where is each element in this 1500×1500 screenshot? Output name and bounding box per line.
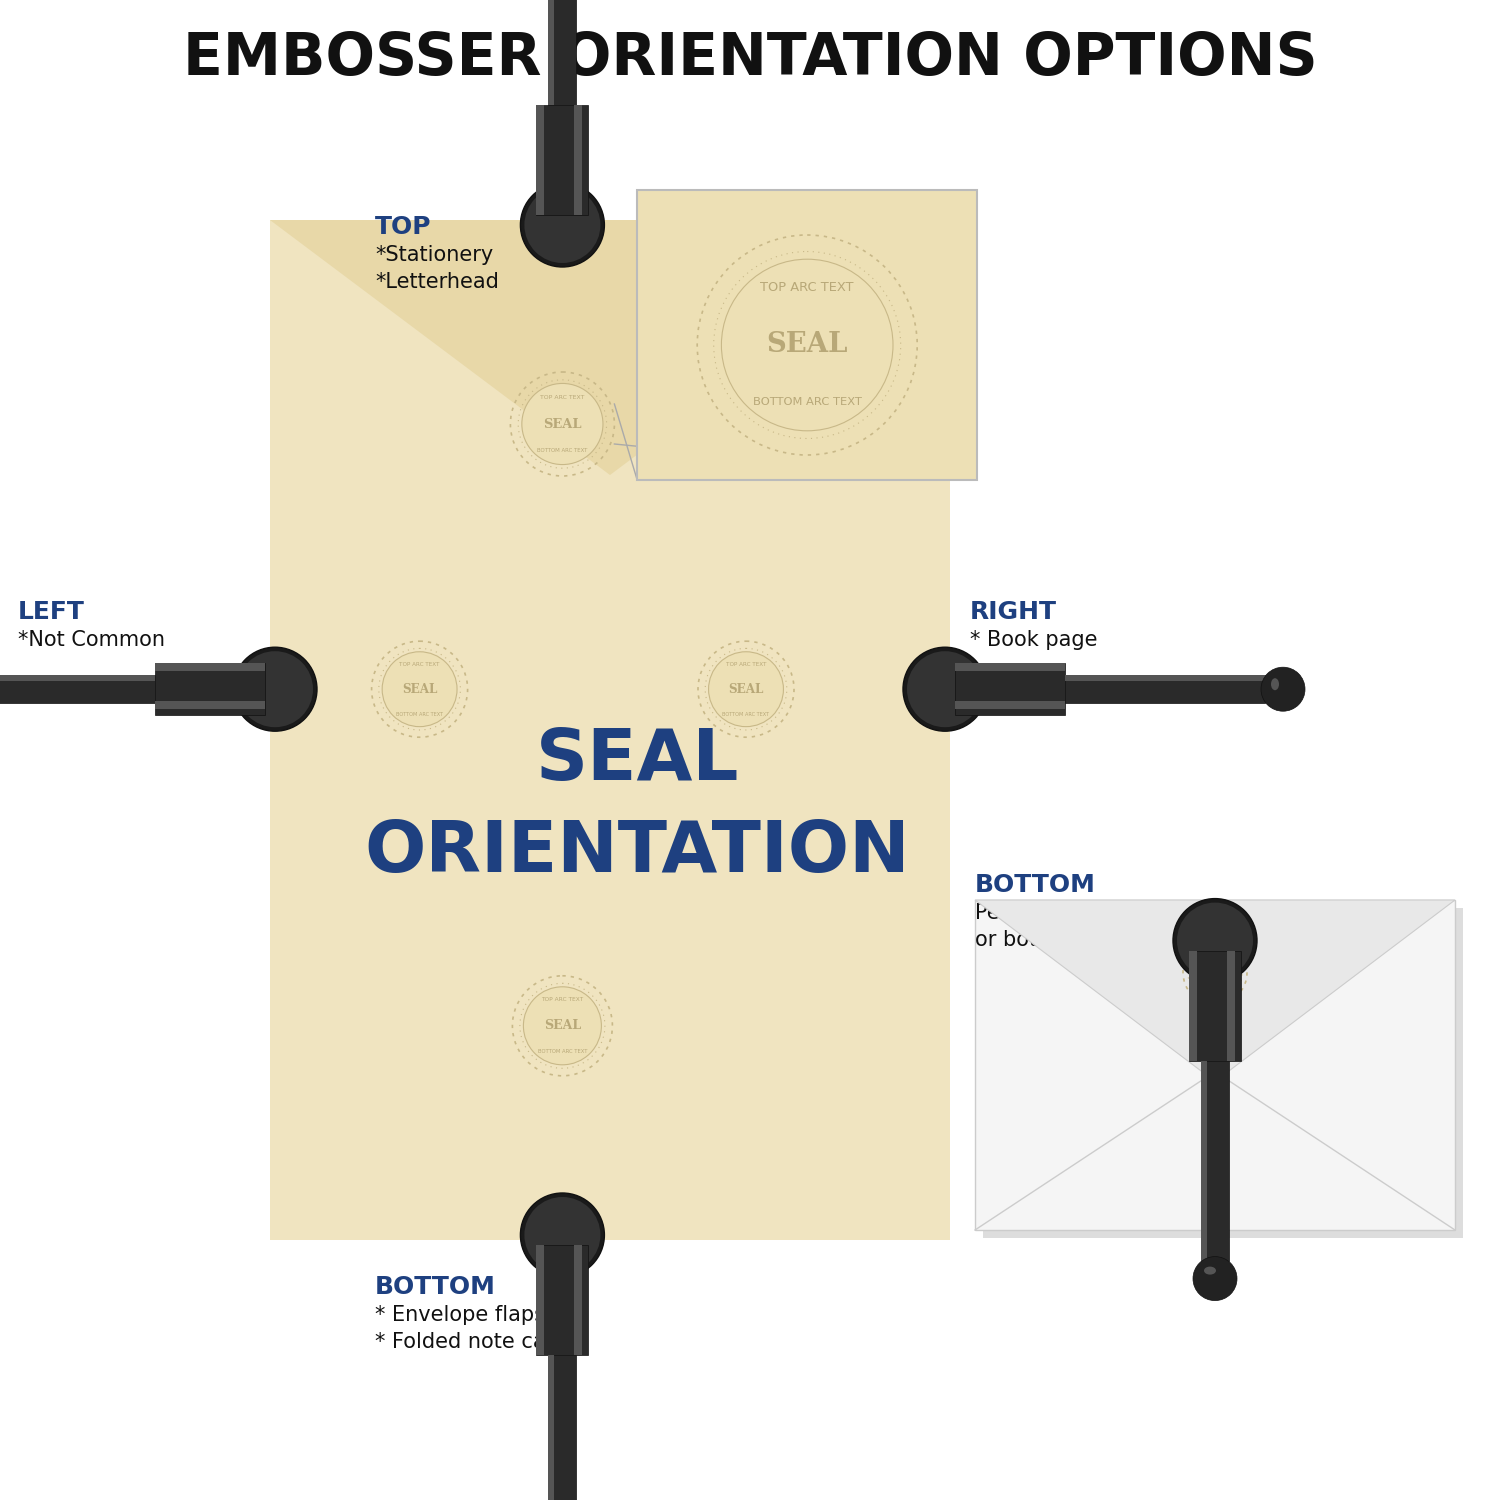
- Ellipse shape: [1204, 1266, 1216, 1275]
- Text: TOP ARC TEXT: TOP ARC TEXT: [760, 282, 853, 294]
- Bar: [975, 900, 1455, 1230]
- Text: SEAL: SEAL: [402, 682, 438, 696]
- Text: * Book page: * Book page: [970, 630, 1098, 650]
- Circle shape: [522, 384, 603, 465]
- Bar: [154, 663, 266, 716]
- Circle shape: [1178, 903, 1252, 978]
- Text: BOTTOM ARC TEXT: BOTTOM ARC TEXT: [537, 1048, 586, 1054]
- Circle shape: [524, 987, 602, 1065]
- Circle shape: [708, 652, 783, 726]
- Text: TOP ARC TEXT: TOP ARC TEXT: [399, 662, 439, 668]
- Circle shape: [1190, 948, 1240, 998]
- Bar: [0, 675, 154, 704]
- Text: BOTTOM ARC TEXT: BOTTOM ARC TEXT: [753, 398, 861, 406]
- Text: SEAL: SEAL: [544, 1020, 580, 1032]
- Bar: [1065, 675, 1264, 704]
- Bar: [549, 0, 576, 105]
- Circle shape: [903, 646, 987, 730]
- Bar: [574, 105, 582, 214]
- Text: SEAL: SEAL: [543, 417, 582, 430]
- Circle shape: [232, 646, 316, 730]
- Bar: [1065, 675, 1264, 681]
- Circle shape: [1262, 668, 1305, 711]
- Text: SEAL: SEAL: [536, 726, 740, 795]
- Bar: [537, 105, 544, 214]
- Text: BOTTOM ARC TEXT: BOTTOM ARC TEXT: [723, 711, 770, 717]
- Bar: [154, 700, 266, 709]
- Circle shape: [525, 188, 600, 262]
- Circle shape: [237, 651, 314, 728]
- Bar: [270, 220, 950, 1240]
- Bar: [549, 0, 555, 105]
- Circle shape: [525, 1197, 600, 1274]
- Text: or bottom of page seals: or bottom of page seals: [975, 930, 1224, 950]
- Text: *Letterhead: *Letterhead: [375, 272, 500, 292]
- Text: TOP: TOP: [375, 214, 432, 238]
- Text: SEAL: SEAL: [1203, 969, 1227, 976]
- Bar: [1190, 951, 1240, 1060]
- Text: TOP ARC TEXT: TOP ARC TEXT: [540, 394, 585, 399]
- Bar: [549, 1354, 555, 1500]
- Text: EMBOSSER ORIENTATION OPTIONS: EMBOSSER ORIENTATION OPTIONS: [183, 30, 1317, 87]
- Text: Perfect for envelope flaps: Perfect for envelope flaps: [975, 903, 1244, 922]
- Text: TOP ARC TEXT: TOP ARC TEXT: [726, 662, 766, 668]
- Text: * Envelope flaps: * Envelope flaps: [375, 1305, 544, 1324]
- Circle shape: [908, 651, 983, 728]
- Text: BOTTOM: BOTTOM: [975, 873, 1096, 897]
- Bar: [1202, 1060, 1208, 1260]
- Text: BOTTOM ARC TEXT: BOTTOM ARC TEXT: [1192, 987, 1237, 992]
- Bar: [1202, 1060, 1228, 1260]
- Text: BOTTOM ARC TEXT: BOTTOM ARC TEXT: [396, 711, 442, 717]
- Circle shape: [722, 260, 892, 430]
- Text: TOP ARC TEXT: TOP ARC TEXT: [542, 998, 584, 1002]
- Bar: [1190, 951, 1197, 1060]
- Bar: [549, 1354, 576, 1500]
- Text: SEAL: SEAL: [766, 332, 847, 358]
- Bar: [537, 1245, 588, 1354]
- Bar: [638, 190, 976, 480]
- Bar: [537, 105, 588, 214]
- Text: BOTTOM: BOTTOM: [375, 1275, 496, 1299]
- Text: *Stationery: *Stationery: [375, 244, 494, 266]
- Polygon shape: [975, 900, 1455, 1082]
- Bar: [574, 1245, 582, 1354]
- Bar: [1227, 951, 1234, 1060]
- Circle shape: [1173, 898, 1257, 983]
- Text: LEFT: LEFT: [18, 600, 86, 624]
- Bar: [154, 663, 266, 670]
- Circle shape: [520, 183, 605, 267]
- Circle shape: [382, 652, 458, 726]
- Text: TOP ARC TEXT: TOP ARC TEXT: [1197, 954, 1233, 958]
- Bar: [956, 663, 1065, 716]
- Circle shape: [520, 1192, 605, 1276]
- Ellipse shape: [1270, 678, 1280, 690]
- Text: *Not Common: *Not Common: [18, 630, 165, 650]
- Text: RIGHT: RIGHT: [970, 600, 1058, 624]
- Bar: [0, 675, 154, 681]
- Polygon shape: [270, 220, 950, 476]
- Text: ORIENTATION: ORIENTATION: [364, 818, 910, 886]
- Circle shape: [1192, 1257, 1237, 1300]
- Bar: [982, 908, 1462, 1238]
- Bar: [956, 663, 1065, 670]
- Bar: [956, 700, 1065, 709]
- Bar: [537, 1245, 544, 1354]
- Text: * Folded note cards: * Folded note cards: [375, 1332, 578, 1352]
- Text: SEAL: SEAL: [729, 682, 764, 696]
- Text: BOTTOM ARC TEXT: BOTTOM ARC TEXT: [537, 448, 588, 453]
